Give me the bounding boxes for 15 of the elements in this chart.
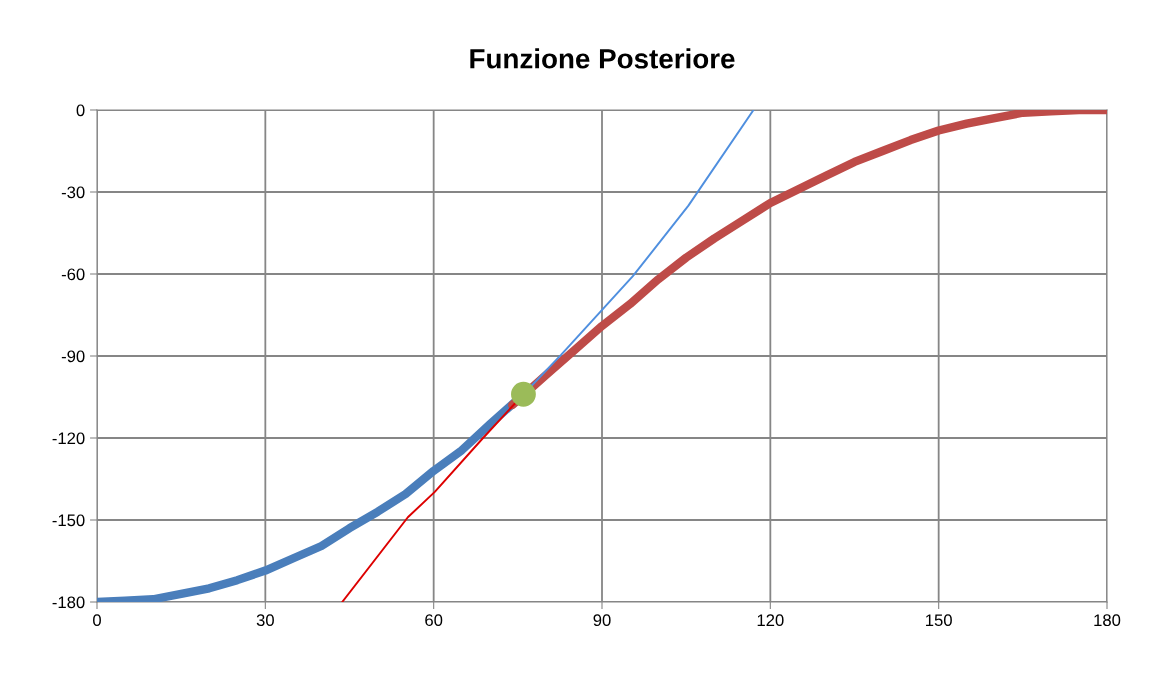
x-tick-label: 150 bbox=[926, 614, 952, 627]
y-tick-label: -120 bbox=[52, 432, 85, 445]
chart-title: Funzione Posteriore bbox=[470, 48, 735, 69]
y-tick-label: -60 bbox=[61, 268, 85, 281]
x-tick-label: 180 bbox=[1094, 614, 1121, 627]
y-tick-label: -30 bbox=[61, 186, 85, 199]
x-tick-label: 0 bbox=[93, 614, 101, 627]
x-tick-label: 90 bbox=[593, 614, 611, 627]
x-tick-label: 60 bbox=[425, 614, 443, 627]
y-tick-label: -90 bbox=[61, 350, 85, 363]
x-tick-label: 30 bbox=[256, 614, 274, 627]
y-tick-label: -150 bbox=[52, 514, 85, 527]
y-tick-label: -180 bbox=[52, 596, 85, 609]
x-tick-label: 120 bbox=[757, 614, 784, 627]
y-tick-label: 0 bbox=[76, 104, 85, 117]
